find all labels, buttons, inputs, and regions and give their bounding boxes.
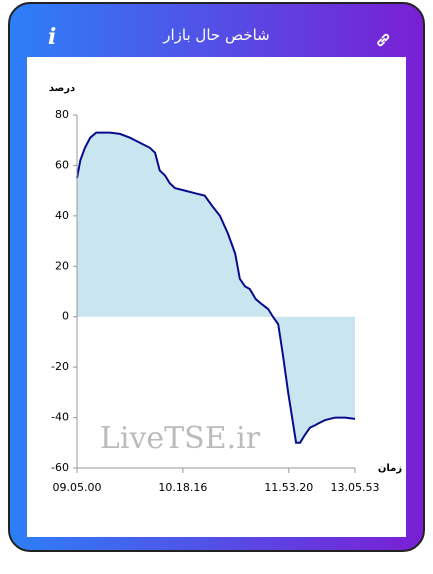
y-tick-label: 60: [55, 158, 69, 171]
area: [77, 132, 355, 443]
y-tick-label: 40: [55, 209, 69, 222]
x-tick-label: 11.53.20: [264, 481, 313, 494]
y-tick-label: -40: [51, 411, 69, 424]
y-axis-label: درصد: [49, 83, 75, 94]
y-tick-label: -60: [51, 461, 69, 474]
y-tick-label: 20: [55, 259, 69, 272]
info-button[interactable]: i: [48, 24, 57, 50]
y-tick-label: 80: [55, 108, 69, 121]
y-tick-label: -20: [51, 360, 69, 373]
x-tick-label: 09.05.00: [53, 481, 102, 494]
x-tick-label: 13.05.53: [331, 481, 380, 494]
watermark: LiveTSE.ir: [100, 421, 261, 456]
y-tick-label: 0: [62, 310, 69, 323]
line: [76, 131, 356, 444]
x-axis-label: زمان: [378, 463, 402, 474]
link-button[interactable]: [375, 32, 391, 48]
header-title: شاخص حال بازار: [163, 26, 270, 44]
x-tick-label: 10.18.16: [158, 481, 207, 494]
